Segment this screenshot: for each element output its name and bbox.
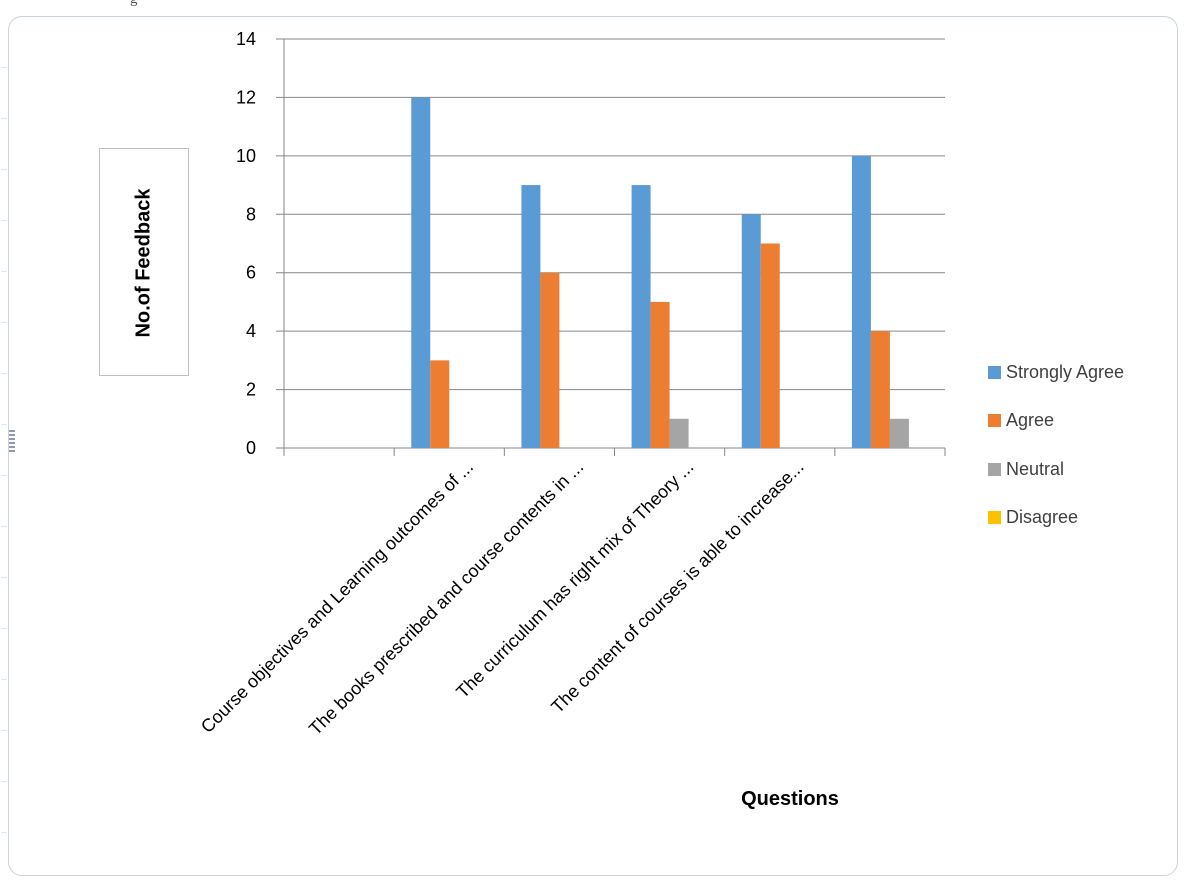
legend-label: Disagree xyxy=(1006,507,1079,527)
bar-strongly-agree xyxy=(521,185,541,449)
bar-neutral xyxy=(669,418,689,448)
bar-agree xyxy=(870,331,890,448)
legend-swatch xyxy=(988,414,1001,427)
y-tick-label: 8 xyxy=(246,204,256,224)
bar-agree xyxy=(430,360,450,448)
y-tick-label: 4 xyxy=(246,321,256,341)
legend-label: Strongly Agree xyxy=(1006,361,1125,382)
bar-neutral xyxy=(889,418,909,448)
legend-item: Neutral xyxy=(988,457,1178,481)
x-category-label: The content of courses is able to increa… xyxy=(547,457,807,717)
y-tick-label: 14 xyxy=(236,29,256,49)
x-axis-title: Questions xyxy=(741,788,839,810)
y-tick-label: 12 xyxy=(236,87,256,107)
legend-item: Disagree xyxy=(988,506,1178,530)
y-tick-label: 0 xyxy=(246,438,256,458)
chart-area[interactable] xyxy=(1,16,1178,876)
x-category-label: The curriculum has right mix of Theory .… xyxy=(452,457,697,702)
legend-item: Agree xyxy=(988,409,1178,433)
legend-swatch xyxy=(988,365,1001,379)
legend-label: Neutral xyxy=(1006,458,1065,479)
page-fragment: g xyxy=(0,0,1186,16)
top-fragment-text: g xyxy=(130,0,138,8)
y-tick-label: 2 xyxy=(246,380,256,400)
legend-swatch xyxy=(988,462,1001,476)
bar-agree xyxy=(540,272,560,448)
y-tick-label: 6 xyxy=(246,263,256,283)
legend: Strongly Agree Agree Neutral Disagree xyxy=(988,360,1178,554)
y-tick-label: 10 xyxy=(236,146,256,166)
bar-agree xyxy=(760,243,780,448)
legend-item: Strongly Agree xyxy=(988,360,1178,384)
y-axis-title-box: No.of Feedback xyxy=(99,148,189,376)
bar-agree xyxy=(650,301,670,448)
legend-label: Agree xyxy=(1006,410,1055,430)
bar-strongly-agree xyxy=(851,155,871,448)
resize-handle[interactable] xyxy=(9,430,15,452)
bar-strongly-agree xyxy=(741,214,761,448)
y-axis-title: No.of Feedback xyxy=(132,188,155,338)
bar-strongly-agree xyxy=(631,185,651,449)
bar-strongly-agree xyxy=(411,97,431,448)
legend-swatch xyxy=(988,511,1001,524)
